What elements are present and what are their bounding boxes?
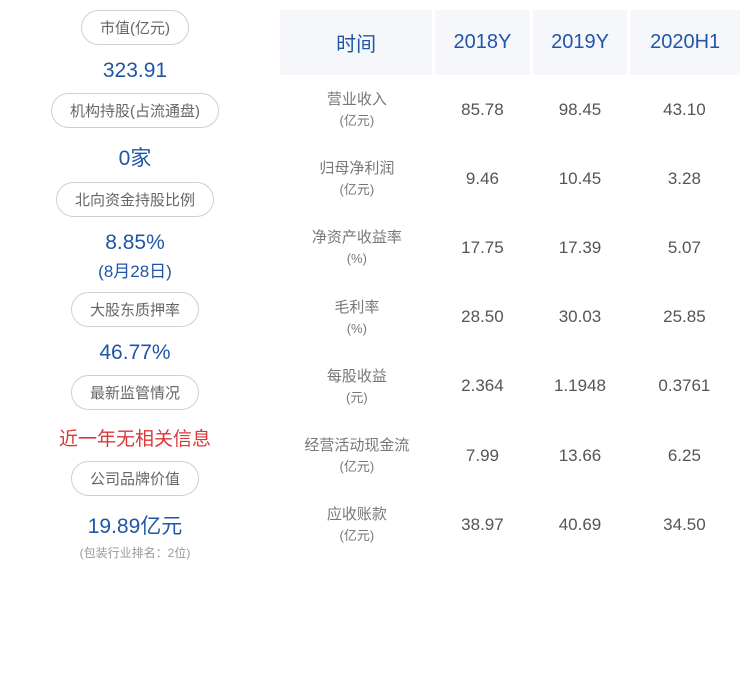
header-2018: 2018Y	[434, 10, 532, 75]
metric-label: 北向资金持股比例	[56, 182, 214, 217]
row-label-roe: 净资产收益率 (%)	[280, 213, 434, 282]
metric-label: 市值(亿元)	[81, 10, 189, 45]
cell-value: 2.364	[434, 352, 532, 421]
right-table-panel: 时间 2018Y 2019Y 2020H1 营业收入 (亿元) 85.78 98…	[270, 10, 750, 668]
table-body: 营业收入 (亿元) 85.78 98.45 43.10 归母净利润 (亿元) 9…	[280, 75, 740, 559]
table-row: 营业收入 (亿元) 85.78 98.45 43.10	[280, 75, 740, 144]
metric-institutional-holding: 机构持股(占流通盘) 0家	[20, 93, 250, 172]
table-header-row: 时间 2018Y 2019Y 2020H1	[280, 10, 740, 75]
cell-value: 43.10	[629, 75, 740, 144]
metric-brand-value: 公司品牌价值 19.89亿元 (包装行业排名：2位)	[20, 461, 250, 561]
metric-value: 323.91	[103, 59, 167, 83]
metric-value: 近一年无相关信息	[59, 424, 211, 451]
cell-value: 5.07	[629, 213, 740, 282]
table-row: 经营活动现金流 (亿元) 7.99 13.66 6.25	[280, 421, 740, 490]
cell-value: 85.78	[434, 75, 532, 144]
cell-value: 17.39	[531, 213, 629, 282]
metric-label: 公司品牌价值	[71, 461, 199, 496]
cell-value: 9.46	[434, 144, 532, 213]
cell-value: 28.50	[434, 283, 532, 352]
cell-value: 10.45	[531, 144, 629, 213]
table-row: 毛利率 (%) 28.50 30.03 25.85	[280, 283, 740, 352]
cell-value: 3.28	[629, 144, 740, 213]
header-2020h1: 2020H1	[629, 10, 740, 75]
cell-value: 17.75	[434, 213, 532, 282]
cell-value: 1.1948	[531, 352, 629, 421]
cell-value: 7.99	[434, 421, 532, 490]
header-time: 时间	[280, 10, 434, 75]
cell-value: 30.03	[531, 283, 629, 352]
metric-pledge-ratio: 大股东质押率 46.77%	[20, 292, 250, 365]
left-metrics-panel: 市值(亿元) 323.91 机构持股(占流通盘) 0家 北向资金持股比例 8.8…	[0, 10, 270, 668]
row-label-receivables: 应收账款 (亿元)	[280, 490, 434, 559]
cell-value: 34.50	[629, 490, 740, 559]
metric-value: 46.77%	[99, 341, 170, 365]
row-label-revenue: 营业收入 (亿元)	[280, 75, 434, 144]
cell-value: 0.3761	[629, 352, 740, 421]
cell-value: 25.85	[629, 283, 740, 352]
row-label-operating-cashflow: 经营活动现金流 (亿元)	[280, 421, 434, 490]
financial-data-table: 时间 2018Y 2019Y 2020H1 营业收入 (亿元) 85.78 98…	[280, 10, 740, 559]
cell-value: 38.97	[434, 490, 532, 559]
metric-footnote: (包装行业排名：2位)	[80, 544, 191, 561]
table-row: 每股收益 (元) 2.364 1.1948 0.3761	[280, 352, 740, 421]
metric-value: 0家	[119, 142, 152, 172]
cell-value: 6.25	[629, 421, 740, 490]
row-label-net-profit: 归母净利润 (亿元)	[280, 144, 434, 213]
table-row: 归母净利润 (亿元) 9.46 10.45 3.28	[280, 144, 740, 213]
cell-value: 13.66	[531, 421, 629, 490]
metric-label: 最新监管情况	[71, 375, 199, 410]
table-row: 应收账款 (亿元) 38.97 40.69 34.50	[280, 490, 740, 559]
metric-label: 大股东质押率	[71, 292, 199, 327]
table-row: 净资产收益率 (%) 17.75 17.39 5.07	[280, 213, 740, 282]
metric-northbound-holding: 北向资金持股比例 8.85% (8月28日)	[20, 182, 250, 282]
metric-value: 19.89亿元	[88, 510, 183, 540]
cell-value: 40.69	[531, 490, 629, 559]
metric-value: 8.85%	[105, 231, 165, 255]
row-label-eps: 每股收益 (元)	[280, 352, 434, 421]
metric-regulatory-status: 最新监管情况 近一年无相关信息	[20, 375, 250, 451]
header-2019: 2019Y	[531, 10, 629, 75]
metric-label: 机构持股(占流通盘)	[51, 93, 219, 128]
cell-value: 98.45	[531, 75, 629, 144]
row-label-gross-margin: 毛利率 (%)	[280, 283, 434, 352]
metric-market-cap: 市值(亿元) 323.91	[20, 10, 250, 83]
metric-sub-value: (8月28日)	[98, 257, 172, 282]
